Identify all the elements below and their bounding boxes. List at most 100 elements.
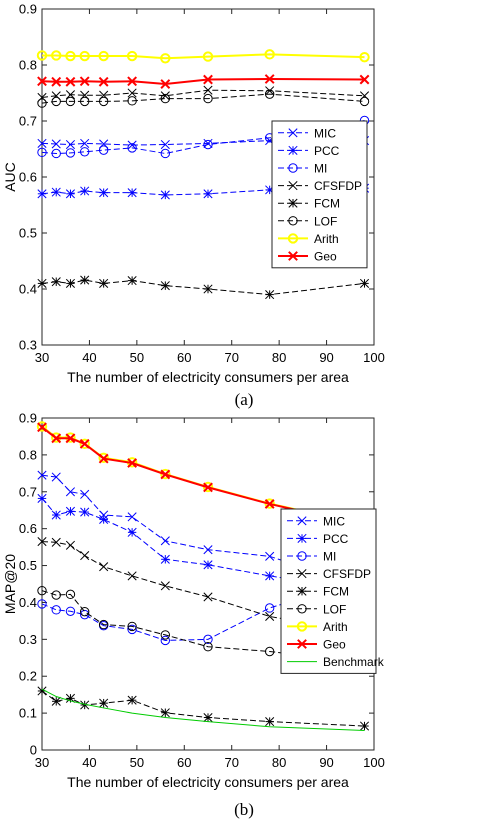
map-ytick-label: 0.6: [19, 521, 37, 536]
map-point-cfsfdp: [99, 562, 109, 572]
map-legend-label: LOF: [323, 602, 346, 616]
auc-series-geo: [37, 74, 370, 89]
auc-legend-marker: [288, 145, 298, 155]
auc-legend-marker: [288, 251, 298, 261]
map-legend-marker: [297, 533, 307, 543]
auc-point-lof: [127, 96, 137, 106]
auc-legend-marker: [288, 128, 298, 138]
map-point-geo: [65, 433, 76, 444]
map-series-geo: [37, 422, 370, 531]
auc-point-pcc: [80, 186, 90, 196]
map-xtick-label: 50: [130, 755, 144, 770]
map-legend-label: Geo: [323, 638, 346, 652]
auc-point-fcm: [99, 278, 109, 288]
auc-point-mic: [51, 139, 61, 149]
auc-point-fcm: [359, 278, 370, 288]
map-ytick-label: 0.5: [19, 558, 37, 573]
auc-point-pcc: [203, 189, 213, 199]
auc-legend-item-fcm: FCM: [278, 197, 340, 211]
map-point-cfsfdp: [203, 592, 213, 602]
auc-xtick-label: 80: [272, 350, 286, 365]
auc-point-fcm: [37, 278, 47, 288]
map-ytick-label: 0.3: [19, 632, 37, 647]
map-point-cfsfdp: [80, 551, 90, 561]
auc-xtick-label: 90: [319, 350, 333, 365]
auc-point-mic: [65, 139, 76, 150]
auc-series-lof: [37, 89, 370, 108]
auc-point-lof: [359, 96, 370, 107]
auc-point-cfsfdp: [127, 88, 137, 98]
auc-ytick-label: 0.5: [19, 226, 37, 241]
auc-point-geo: [98, 76, 109, 87]
auc-line-cfsfdp: [41, 89, 365, 98]
auc-legend-item-lof: LOF: [278, 214, 337, 228]
map-point-cfsfdp: [51, 537, 61, 547]
auc-legend-item-mic: MIC: [278, 126, 336, 140]
auc-point-geo: [37, 76, 47, 87]
auc-point-pcc: [127, 188, 137, 198]
map-point-arith: [98, 452, 109, 464]
map-point-pcc: [265, 571, 275, 581]
map-legend-item-fcm: FCM: [287, 585, 349, 599]
auc-point-cfsfdp: [203, 85, 213, 95]
map-series-lof: [37, 585, 370, 668]
auc-point-fcm: [203, 284, 213, 294]
map-legend-item-cfsfdp: CFSFDP: [287, 567, 371, 581]
map-point-mi: [65, 606, 76, 616]
auc-point-mi: [65, 148, 76, 158]
auc-point-arith: [160, 53, 171, 64]
map-ytick-label: 0.9: [19, 413, 37, 426]
map-legend-label: MIC: [323, 514, 345, 528]
map-legend: MIC PCC MI CFSFDP FCM LOF Arith Geo Benchmark: [280, 508, 385, 674]
auc-line-fcm: [41, 279, 365, 296]
auc-legend-item-pcc: PCC: [278, 144, 340, 158]
auc-legend-marker: [288, 198, 298, 208]
map-x-axis-label: The number of electricity consumers per …: [67, 774, 349, 790]
auc-xtick-label: 100: [363, 350, 385, 365]
auc-x-axis-label: The number of electricity consumers per …: [67, 369, 349, 385]
map-series-benchmark: [41, 688, 365, 731]
map-line-geo: [41, 426, 365, 527]
map-point-lof: [51, 590, 61, 600]
map-point-fcm: [160, 708, 170, 718]
auc-line-pcc: [41, 187, 365, 196]
auc-legend-label: CFSFDP: [314, 179, 362, 193]
map-point-pcc: [51, 510, 61, 520]
map-point-fcm: [359, 721, 370, 731]
auc-legend-label: Arith: [314, 232, 339, 246]
map-legend-item-lof: LOF: [287, 602, 346, 616]
map-point-fcm: [265, 717, 275, 727]
auc-point-geo: [127, 76, 138, 87]
auc-legend-label: PCC: [314, 144, 340, 158]
map-ytick-label: 0.7: [19, 484, 37, 499]
auc-series-fcm: [37, 275, 370, 300]
auc-point-fcm: [160, 281, 170, 291]
auc-ytick-label: 0.6: [19, 170, 37, 185]
auc-legend-marker: [288, 216, 298, 226]
map-legend-item-mic: MIC: [287, 514, 345, 528]
map-point-pcc: [65, 506, 76, 516]
map-ytick-label: 0: [30, 743, 37, 758]
map-point-geo: [37, 422, 47, 433]
map-legend-item-arith: Arith: [287, 620, 348, 634]
auc-legend-marker: [288, 181, 298, 191]
auc-xtick-label: 40: [82, 350, 96, 365]
map-point-cfsfdp: [65, 540, 76, 550]
map-xtick-label: 80: [272, 755, 286, 770]
map-legend-item-pcc: PCC: [287, 532, 349, 546]
map-point-cfsfdp: [127, 571, 137, 581]
auc-ytick-label: 0.3: [19, 338, 37, 353]
map-legend-label: CFSFDP: [323, 567, 371, 581]
map-point-mi: [203, 634, 213, 645]
auc-line-mic: [41, 140, 365, 146]
map-point-mi: [264, 603, 275, 613]
map-point-mi: [51, 605, 61, 615]
map-ytick-label: 0.2: [19, 669, 37, 684]
map-legend-item-benchmark: Benchmark: [287, 655, 385, 669]
chart-map20: 30 40 50 60 70 80 90 100 0 0.1 0.2 0.3 0.4 0.5 0.6 0.7 0…: [2, 413, 385, 790]
map-point-lof: [203, 642, 213, 652]
map-point-geo: [127, 458, 138, 468]
map-y-axis-label: MAP@20: [2, 554, 18, 614]
auc-point-pcc: [37, 189, 47, 199]
map-line-fcm: [41, 690, 365, 727]
